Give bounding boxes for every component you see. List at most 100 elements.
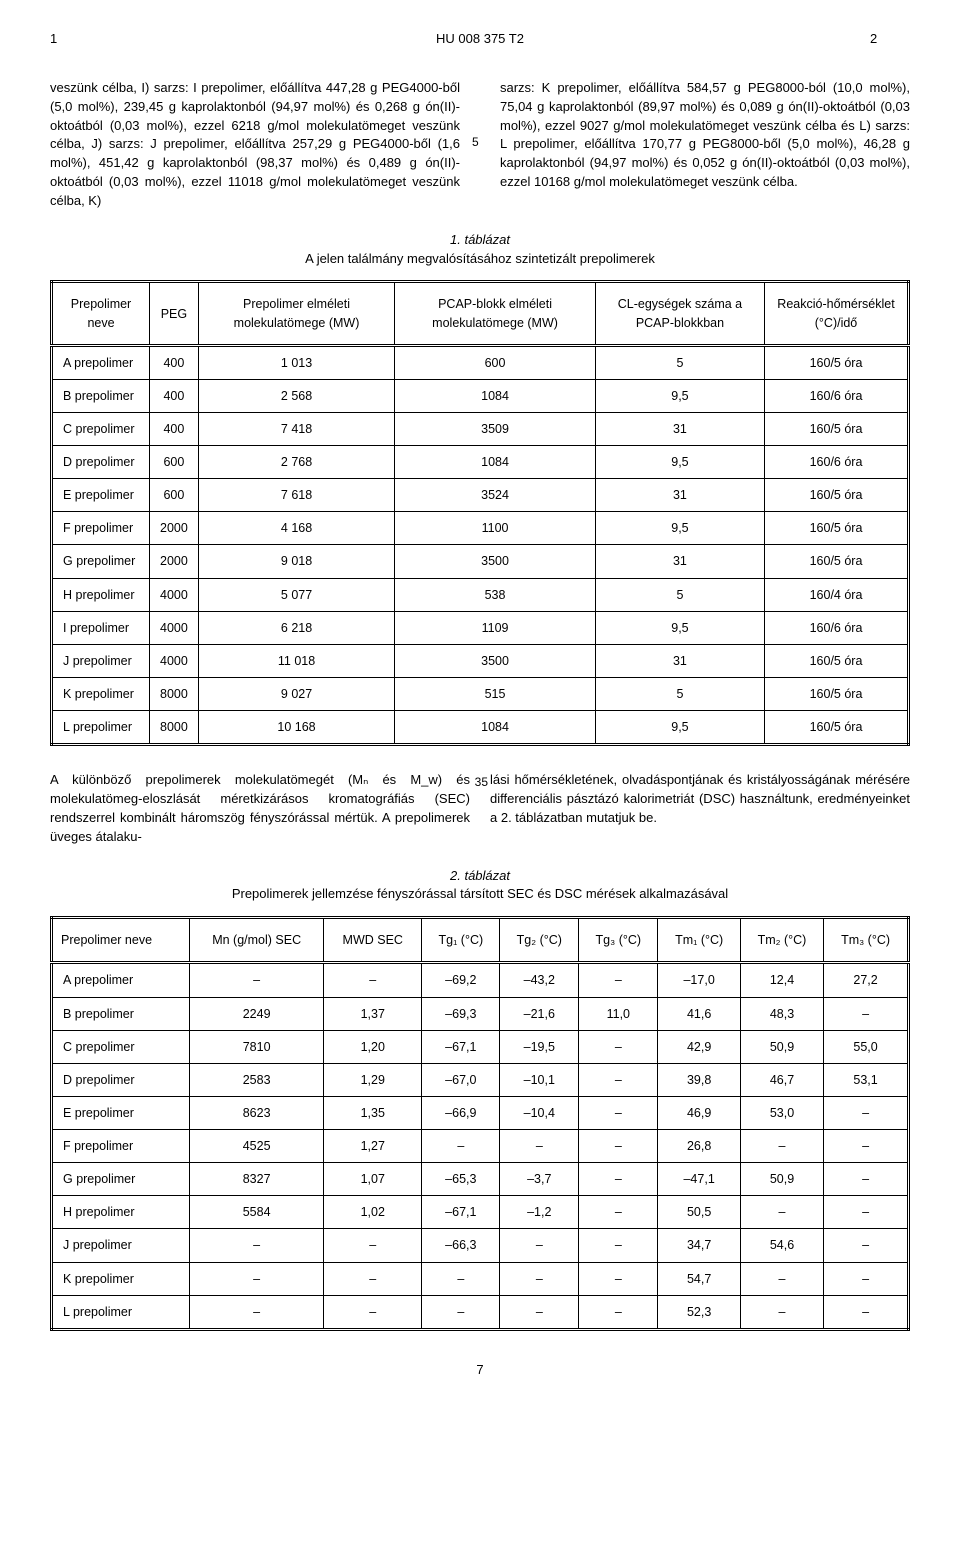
table-cell: 4000 [150, 644, 199, 677]
table-cell: K prepolimer [52, 677, 150, 710]
table-cell: H prepolimer [52, 1196, 190, 1229]
header-col-left: 1 [50, 30, 90, 49]
table-cell: –65,3 [422, 1163, 500, 1196]
table-cell: – [824, 1262, 909, 1295]
table-cell: – [500, 1262, 579, 1295]
table-cell: 31 [595, 545, 764, 578]
table-cell: L prepolimer [52, 711, 150, 745]
table-row: K prepolimer80009 0275155160/5 óra [52, 677, 909, 710]
table-cell: 50,9 [740, 1163, 823, 1196]
table-cell: I prepolimer [52, 611, 150, 644]
table-cell: 160/5 óra [765, 345, 909, 379]
table-cell: – [324, 1229, 422, 1262]
table-cell: K prepolimer [52, 1262, 190, 1295]
table-cell: 2 768 [198, 446, 394, 479]
table-row: H prepolimer40005 0775385160/4 óra [52, 578, 909, 611]
table-cell: – [824, 1096, 909, 1129]
table-row: E prepolimer86231,35–66,9–10,4–46,953,0– [52, 1096, 909, 1129]
table-cell: 600 [150, 479, 199, 512]
table-cell: –43,2 [500, 963, 579, 997]
mid-col-left: A különböző prepolimerek molekulatömegét… [50, 771, 470, 846]
table-cell: 11 018 [198, 644, 394, 677]
t2-h8: Tm₃ (°C) [824, 918, 909, 963]
table1-block: 1. táblázat A jelen találmány megvalósít… [50, 231, 910, 746]
table-cell: –1,2 [500, 1196, 579, 1229]
table2-head-row: Prepolimer neve Mn (g/mol) SEC MWD SEC T… [52, 918, 909, 963]
table-cell: 46,7 [740, 1063, 823, 1096]
table-cell: – [422, 1295, 500, 1329]
table-row: I prepolimer40006 21811099,5160/6 óra [52, 611, 909, 644]
table-cell: – [324, 1262, 422, 1295]
table-cell: –21,6 [500, 997, 579, 1030]
table-cell: 4000 [150, 611, 199, 644]
table-row: J prepolimer–––66,3––34,754,6– [52, 1229, 909, 1262]
table-cell: 8000 [150, 677, 199, 710]
table-cell: 3500 [395, 545, 596, 578]
t1-h1: PEG [150, 282, 199, 345]
table-cell: 7810 [190, 1030, 324, 1063]
table-cell: – [579, 1229, 658, 1262]
table-cell: –66,9 [422, 1096, 500, 1129]
table-row: L prepolimer–––––52,3–– [52, 1295, 909, 1329]
table-cell: 160/5 óra [765, 512, 909, 545]
table-cell: 160/6 óra [765, 446, 909, 479]
table-row: A prepolimer4001 0136005160/5 óra [52, 345, 909, 379]
table-cell: – [324, 963, 422, 997]
table-cell: J prepolimer [52, 1229, 190, 1262]
t2-h1: Mn (g/mol) SEC [190, 918, 324, 963]
table-cell: 3524 [395, 479, 596, 512]
table-cell: –47,1 [658, 1163, 740, 1196]
table-cell: 600 [150, 446, 199, 479]
table-cell: – [824, 1196, 909, 1229]
table-cell: 2000 [150, 545, 199, 578]
table-cell: A prepolimer [52, 345, 150, 379]
table-cell: 3500 [395, 644, 596, 677]
table-cell: 400 [150, 412, 199, 445]
table-cell: – [740, 1262, 823, 1295]
table-cell: L prepolimer [52, 1295, 190, 1329]
table-cell: –17,0 [658, 963, 740, 997]
table-cell: 1084 [395, 446, 596, 479]
table-row: E prepolimer6007 618352431160/5 óra [52, 479, 909, 512]
table-cell: –69,3 [422, 997, 500, 1030]
table-cell: 1100 [395, 512, 596, 545]
table-row: K prepolimer–––––54,7–– [52, 1262, 909, 1295]
t2-h5: Tg₃ (°C) [579, 918, 658, 963]
t2-h2: MWD SEC [324, 918, 422, 963]
table-row: D prepolimer25831,29–67,0–10,1–39,846,75… [52, 1063, 909, 1096]
table-cell: 160/5 óra [765, 412, 909, 445]
t1-h4: CL-egységek száma a PCAP-blokkban [595, 282, 764, 345]
table-cell: B prepolimer [52, 379, 150, 412]
t2-h7: Tm₂ (°C) [740, 918, 823, 963]
table-row: H prepolimer55841,02–67,1–1,2–50,5–– [52, 1196, 909, 1229]
table-cell: – [824, 1163, 909, 1196]
table-row: A prepolimer–––69,2–43,2––17,012,427,2 [52, 963, 909, 997]
table-cell: 1,37 [324, 997, 422, 1030]
table-cell: 5 [595, 677, 764, 710]
table-cell: J prepolimer [52, 644, 150, 677]
table-cell: 4000 [150, 578, 199, 611]
line-number-35: 35 [475, 774, 488, 791]
table-cell: 34,7 [658, 1229, 740, 1262]
table-cell: 600 [395, 345, 596, 379]
table-cell: 11,0 [579, 997, 658, 1030]
table1-subtitle: A jelen találmány megvalósításához szint… [50, 250, 910, 269]
table-cell: 46,9 [658, 1096, 740, 1129]
table-cell: E prepolimer [52, 1096, 190, 1129]
table-cell: – [740, 1295, 823, 1329]
table-cell: 160/5 óra [765, 711, 909, 745]
table-cell: – [824, 1130, 909, 1163]
table-cell: – [579, 1163, 658, 1196]
table-cell: – [824, 1295, 909, 1329]
table2-title: 2. táblázat [50, 867, 910, 886]
table-cell: – [190, 963, 324, 997]
table-cell: 1,29 [324, 1063, 422, 1096]
mid-col-right: lási hőmérsékletének, olvadáspontjának é… [490, 771, 910, 846]
table-cell: 7 418 [198, 412, 394, 445]
table-row: J prepolimer400011 018350031160/5 óra [52, 644, 909, 677]
table-cell: 53,0 [740, 1096, 823, 1129]
table-cell: 9,5 [595, 711, 764, 745]
table-cell: 9 027 [198, 677, 394, 710]
table-cell: 42,9 [658, 1030, 740, 1063]
table-cell: D prepolimer [52, 446, 150, 479]
